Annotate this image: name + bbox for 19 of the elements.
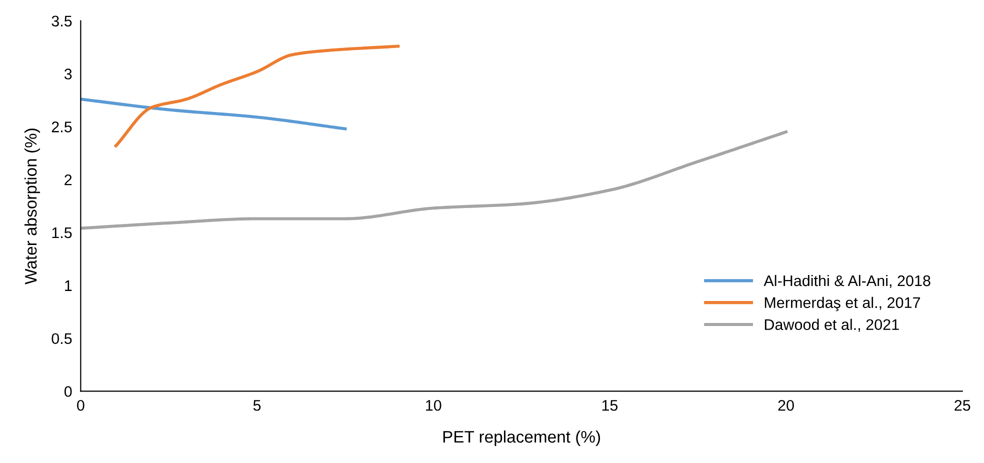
legend-label: Mermerdaş et al., 2017 [764,296,920,312]
y-tick-label: 1 [65,280,72,291]
y-tick-label: 1.5 [52,228,72,238]
y-tick-label: 2.5 [52,122,72,132]
x-axis-title: PET replacement (%) [443,430,600,446]
y-tick-label: 0.5 [52,333,72,344]
y-tick-label: 2 [64,174,72,186]
x-tick-label: 15 [602,400,618,411]
y-tick-label: 3.5 [52,16,72,27]
y-tick-label: 3 [64,68,72,80]
legend-label: Al-Hadithi & Al-Ani, 2018 [764,274,930,288]
x-tick-label: 20 [778,400,794,411]
x-tick-label: 25 [954,400,970,411]
legend-label: Dawood et al., 2021 [764,318,899,332]
y-axis-title: Water absorption (%) [24,128,40,284]
y-tick-label: 0 [64,386,72,397]
x-tick-label: 5 [253,400,261,411]
x-tick-label: 10 [426,400,442,411]
x-tick-label: 0 [77,400,84,411]
